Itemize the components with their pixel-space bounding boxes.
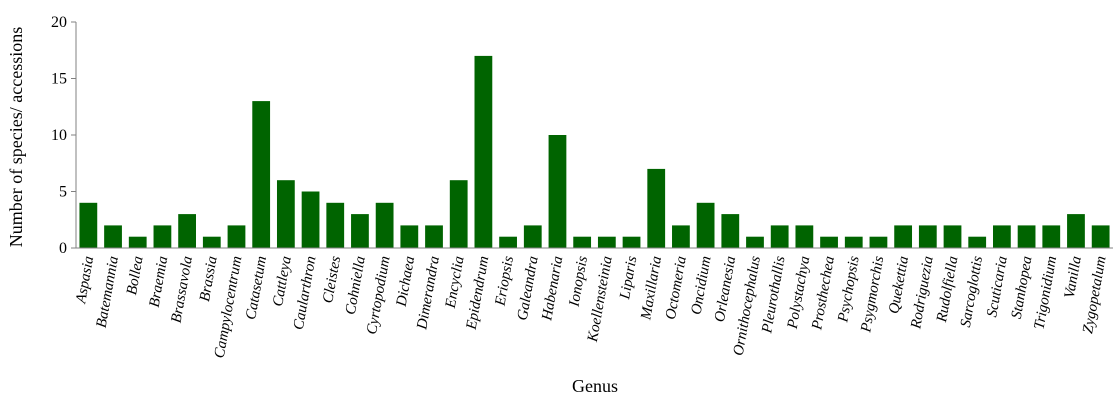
x-tick-label: Psygmorchis [858, 255, 887, 335]
x-tick-label: Cleistes [320, 255, 344, 305]
y-axis-title: Number of species/ accessions [6, 27, 26, 247]
bar [178, 214, 196, 248]
bar [1067, 214, 1085, 248]
x-tick-label: Sarcoglottis [958, 255, 986, 329]
bar [79, 202, 98, 248]
x-tick-label: Caularthron [291, 255, 320, 331]
x-tick-label: Scuticaria [984, 255, 1010, 318]
x-tick-label: Vanilla [1062, 255, 1085, 300]
bar [573, 236, 592, 248]
x-tick-label: Aspasia [73, 255, 97, 306]
bar [375, 202, 394, 248]
x-tick-label: Brassia [197, 255, 221, 303]
bar [128, 236, 147, 248]
x-axis-title: Genus [572, 376, 618, 396]
bar [622, 236, 641, 248]
x-tick-label: Koellensteinia [585, 255, 616, 344]
x-tick-label: Prosthechea [809, 255, 838, 332]
bar [499, 236, 517, 248]
x-tick-label: Cattleya [270, 255, 295, 308]
bar [746, 236, 764, 248]
x-tick-label: Rodriguezia [908, 255, 937, 331]
bar [647, 168, 666, 248]
x-tick-label: Brassavola [169, 255, 196, 324]
x-tick-label: Polystachya [785, 255, 814, 331]
bar [894, 225, 913, 248]
bar [326, 202, 345, 248]
bar [770, 225, 789, 248]
bar [351, 214, 369, 248]
x-tick-label: Batemannia [94, 255, 122, 329]
bar [425, 225, 443, 248]
x-tick-label: Maxillaria [638, 255, 665, 322]
bar [276, 180, 295, 248]
bar [820, 236, 838, 248]
bar [968, 236, 987, 248]
bar [202, 236, 221, 248]
bar [523, 225, 542, 248]
x-tick-label: Stanhopea [1009, 255, 1036, 320]
bar [104, 225, 122, 248]
y-tick-label: 0 [59, 240, 67, 257]
bar [597, 236, 616, 248]
x-tick-label: Eriopsis [492, 255, 517, 308]
bar [672, 225, 690, 248]
bar [400, 225, 419, 248]
bar [721, 214, 740, 248]
bar [696, 202, 715, 248]
x-tick-label: Ionopsis [566, 255, 591, 309]
bar [252, 101, 271, 248]
x-tick-label: Dichaea [394, 255, 419, 309]
x-tick-label: Encyclia [443, 255, 468, 310]
x-tick-label: Orleanesia [712, 255, 739, 323]
x-tick-label: Cyrtopodium [364, 255, 394, 336]
x-tick-label: Bollea [124, 255, 147, 296]
bars [79, 55, 1110, 249]
bar [844, 236, 863, 248]
x-tick-label: Cohniella [343, 255, 369, 316]
x-tick-label: Epidendrum [464, 255, 493, 332]
bar [795, 225, 814, 248]
bar [548, 135, 567, 248]
x-tick-label: Liparis [617, 255, 640, 302]
x-tick-label: Octomeria [663, 255, 690, 321]
y-tick-label: 15 [51, 71, 67, 88]
bar [943, 225, 962, 248]
bar [1017, 225, 1036, 248]
bar [869, 236, 888, 248]
x-tick-label: Oncidium [689, 255, 715, 316]
x-tick-label: Pleurothallis [759, 255, 788, 336]
x-tick-label: Trigonidium [1032, 255, 1061, 331]
y-tick-label: 5 [59, 184, 67, 201]
x-tick-label: Dimerandra [414, 255, 443, 332]
x-tick-label: Psychopsis [835, 255, 863, 325]
bar [474, 55, 493, 249]
x-tick-label: Habenaria [539, 255, 566, 323]
x-tick-label: Zygopetalum [1080, 255, 1109, 335]
bar [993, 225, 1011, 248]
y-tick-label: 20 [51, 14, 67, 31]
x-tick-label: Quekettia [886, 255, 912, 315]
x-tick-label: Catasetum [243, 255, 270, 321]
bar [153, 225, 172, 248]
bar [1042, 225, 1061, 248]
y-tick-label: 10 [51, 127, 67, 144]
bar [918, 225, 937, 248]
x-tick-label: Braemia [147, 255, 172, 309]
y-axis-ticks: 0 5 10 15 20 [51, 14, 76, 257]
bar [227, 225, 246, 248]
x-tick-label: Rudolfiella [934, 255, 962, 324]
bar [449, 180, 468, 248]
x-tick-label: Galeandra [515, 255, 542, 322]
bar [1091, 225, 1110, 248]
bar [301, 191, 320, 248]
